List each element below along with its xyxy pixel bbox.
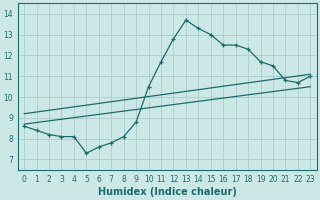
X-axis label: Humidex (Indice chaleur): Humidex (Indice chaleur) [98, 187, 237, 197]
